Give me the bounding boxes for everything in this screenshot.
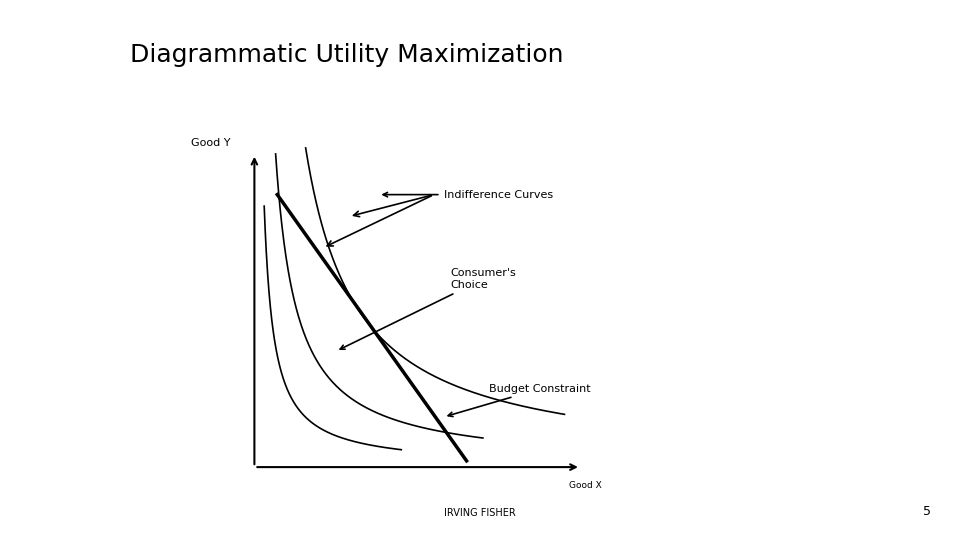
Text: Good Y: Good Y — [191, 138, 230, 149]
Text: Diagrammatic Utility Maximization: Diagrammatic Utility Maximization — [130, 43, 564, 67]
Text: Budget Constraint: Budget Constraint — [448, 384, 591, 416]
Text: 5: 5 — [924, 505, 931, 518]
Text: Consumer's
Choice: Consumer's Choice — [340, 268, 516, 349]
Text: Indifference Curves: Indifference Curves — [383, 190, 553, 200]
Text: Good X: Good X — [569, 481, 602, 490]
Text: IRVING FISHER: IRVING FISHER — [444, 508, 516, 518]
